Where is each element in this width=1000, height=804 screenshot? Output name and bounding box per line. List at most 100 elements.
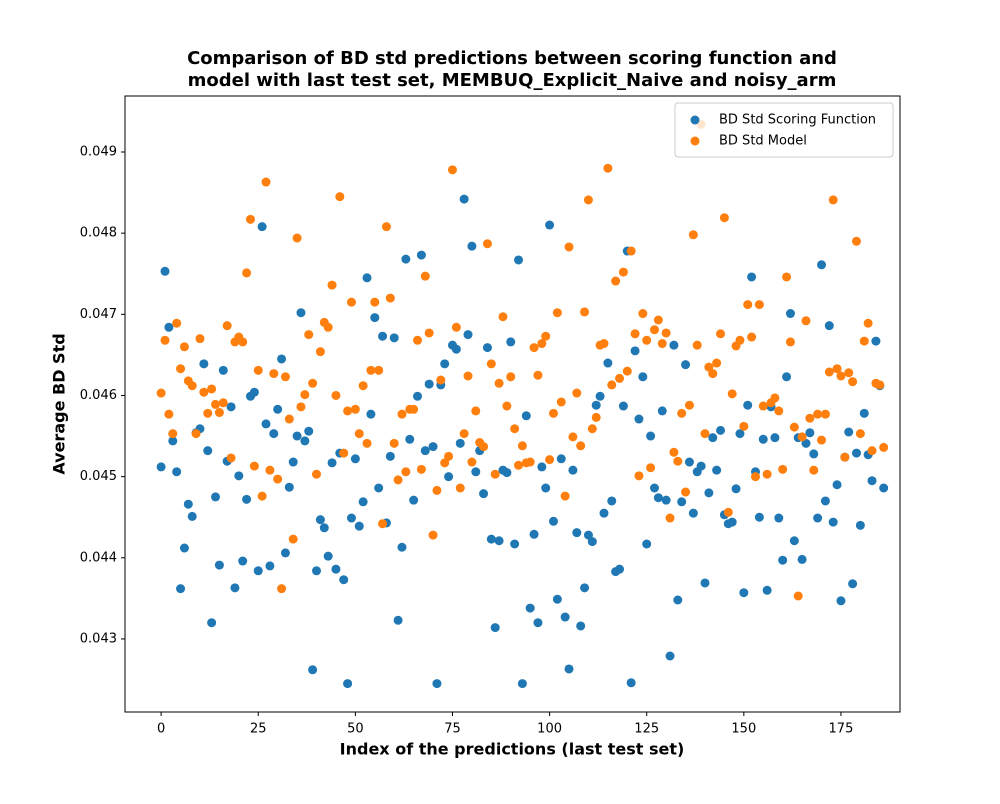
- scatter-point: [416, 250, 426, 260]
- scatter-point: [436, 375, 446, 385]
- scatter-point: [510, 539, 520, 549]
- scatter-point: [747, 332, 757, 342]
- scatter-point: [199, 359, 209, 369]
- x-tick-label: 175: [829, 722, 854, 737]
- scatter-point: [393, 615, 403, 625]
- scatter-point: [405, 434, 415, 444]
- scatter-point: [719, 213, 729, 223]
- scatter-point: [716, 425, 726, 435]
- scatter-point: [754, 512, 764, 522]
- scatter-point: [428, 442, 438, 452]
- x-tick-label: 100: [537, 722, 562, 737]
- scatter-point: [463, 330, 473, 340]
- scatter-point: [739, 588, 749, 598]
- x-tick-label: 50: [347, 722, 364, 737]
- scatter-point: [762, 469, 772, 479]
- scatter-point: [626, 678, 636, 688]
- y-tick-label: 0.043: [80, 631, 117, 646]
- scatter-point: [455, 438, 465, 448]
- scatter-point: [440, 458, 450, 468]
- scatter-point: [630, 346, 640, 356]
- scatter-point: [642, 335, 652, 345]
- scatter-point: [867, 446, 877, 456]
- scatter-point: [490, 623, 500, 633]
- scatter-point: [389, 333, 399, 343]
- scatter-point: [556, 397, 566, 407]
- scatter-point: [855, 520, 865, 530]
- scatter-point: [257, 491, 267, 501]
- scatter-point: [319, 523, 329, 533]
- scatter-point: [785, 309, 795, 319]
- scatter-point: [459, 194, 469, 204]
- scatter-point: [735, 335, 745, 345]
- scatter-point: [548, 516, 558, 526]
- scatter-point: [801, 316, 811, 326]
- scatter-point: [785, 337, 795, 347]
- scatter-point: [195, 334, 205, 344]
- scatter-point: [331, 564, 341, 574]
- scatter-point: [471, 467, 481, 477]
- scatter-point: [238, 337, 248, 347]
- scatter-point: [673, 595, 683, 605]
- scatter-point: [824, 321, 834, 331]
- scatter-point: [797, 554, 807, 564]
- scatter-point: [346, 513, 356, 523]
- scatter-point: [362, 438, 372, 448]
- scatter-point: [688, 508, 698, 518]
- scatter-point: [300, 390, 310, 400]
- scatter-point: [378, 519, 388, 529]
- scatter-point: [828, 195, 838, 205]
- scatter-point: [615, 564, 625, 574]
- scatter-point: [374, 365, 384, 375]
- scatter-point: [665, 651, 675, 661]
- scatter-point: [517, 679, 527, 689]
- scatter-point: [580, 307, 590, 317]
- scatter-point: [358, 381, 368, 391]
- scatter-point: [638, 309, 648, 319]
- scatter-point: [848, 579, 858, 589]
- scatter-point: [490, 469, 500, 479]
- scatter-point: [618, 267, 628, 277]
- scatter-point: [203, 446, 213, 456]
- scatter-point: [778, 464, 788, 474]
- scatter-point: [366, 409, 376, 419]
- scatter-point: [708, 433, 718, 443]
- scatter-point: [669, 447, 679, 457]
- scatter-point: [273, 404, 283, 414]
- scatter-point: [576, 621, 586, 631]
- scatter-point: [401, 467, 411, 477]
- scatter-point: [273, 474, 283, 484]
- scatter-point: [817, 260, 827, 270]
- scatter-point: [684, 400, 694, 410]
- scatter-point: [323, 322, 333, 332]
- scatter-point: [218, 398, 228, 408]
- scatter-point: [514, 460, 524, 470]
- scatter-point: [681, 360, 691, 370]
- scatter-point: [381, 222, 391, 232]
- scatter-point: [665, 513, 675, 523]
- scatter-point: [292, 233, 302, 243]
- scatter-point: [467, 457, 477, 467]
- scatter-point: [813, 513, 823, 523]
- scatter-point: [304, 426, 314, 436]
- scatter-point: [824, 367, 834, 377]
- scatter-point: [828, 517, 838, 527]
- scatter-point: [242, 494, 252, 504]
- scatter-point: [572, 528, 582, 538]
- scatter-point: [502, 401, 512, 411]
- scatter-point: [261, 177, 271, 187]
- scatter-point: [179, 342, 189, 352]
- scatter-point: [176, 364, 186, 374]
- scatter-point: [797, 432, 807, 442]
- scatter-point: [552, 308, 562, 318]
- scatter-point: [599, 339, 609, 349]
- scatter-point: [226, 402, 236, 412]
- y-tick-label: 0.047: [80, 307, 117, 322]
- scatter-point: [304, 330, 314, 340]
- scatter-point: [525, 457, 535, 467]
- scatter-point: [677, 408, 687, 418]
- scatter-point: [529, 529, 539, 539]
- scatter-point: [646, 431, 656, 441]
